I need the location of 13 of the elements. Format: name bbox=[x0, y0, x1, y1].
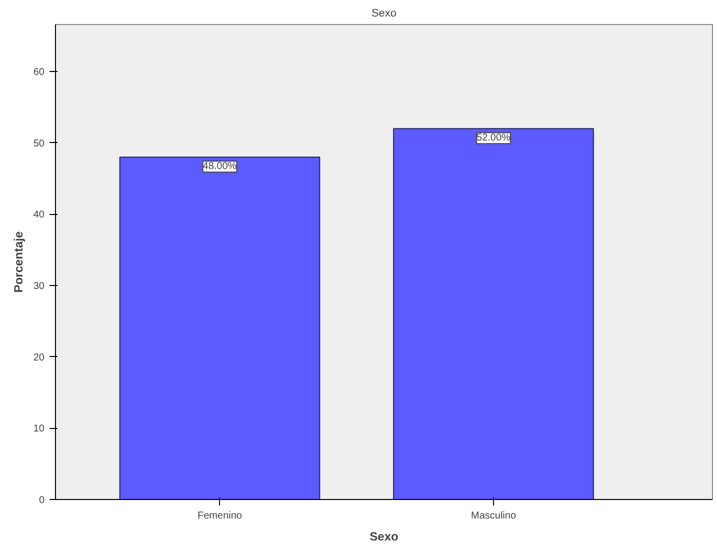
y-tick-label: 10 bbox=[33, 424, 45, 435]
x-tick-label: Femenino bbox=[198, 510, 242, 522]
x-axis-title: Sexo bbox=[370, 530, 398, 544]
y-tick-label: 0 bbox=[38, 495, 45, 506]
data-label: 52.00% bbox=[476, 132, 511, 144]
y-tick-label: 20 bbox=[33, 352, 45, 364]
chart-title: Sexo bbox=[371, 8, 397, 20]
y-tick-label: 60 bbox=[33, 67, 45, 78]
y-tick-label: 30 bbox=[33, 281, 45, 292]
x-tick-label: Masculino bbox=[470, 510, 516, 522]
y-tick-label: 50 bbox=[33, 138, 45, 150]
y-tick-label: 40 bbox=[33, 210, 45, 221]
y-axis-title: Porcentaje bbox=[11, 230, 26, 293]
